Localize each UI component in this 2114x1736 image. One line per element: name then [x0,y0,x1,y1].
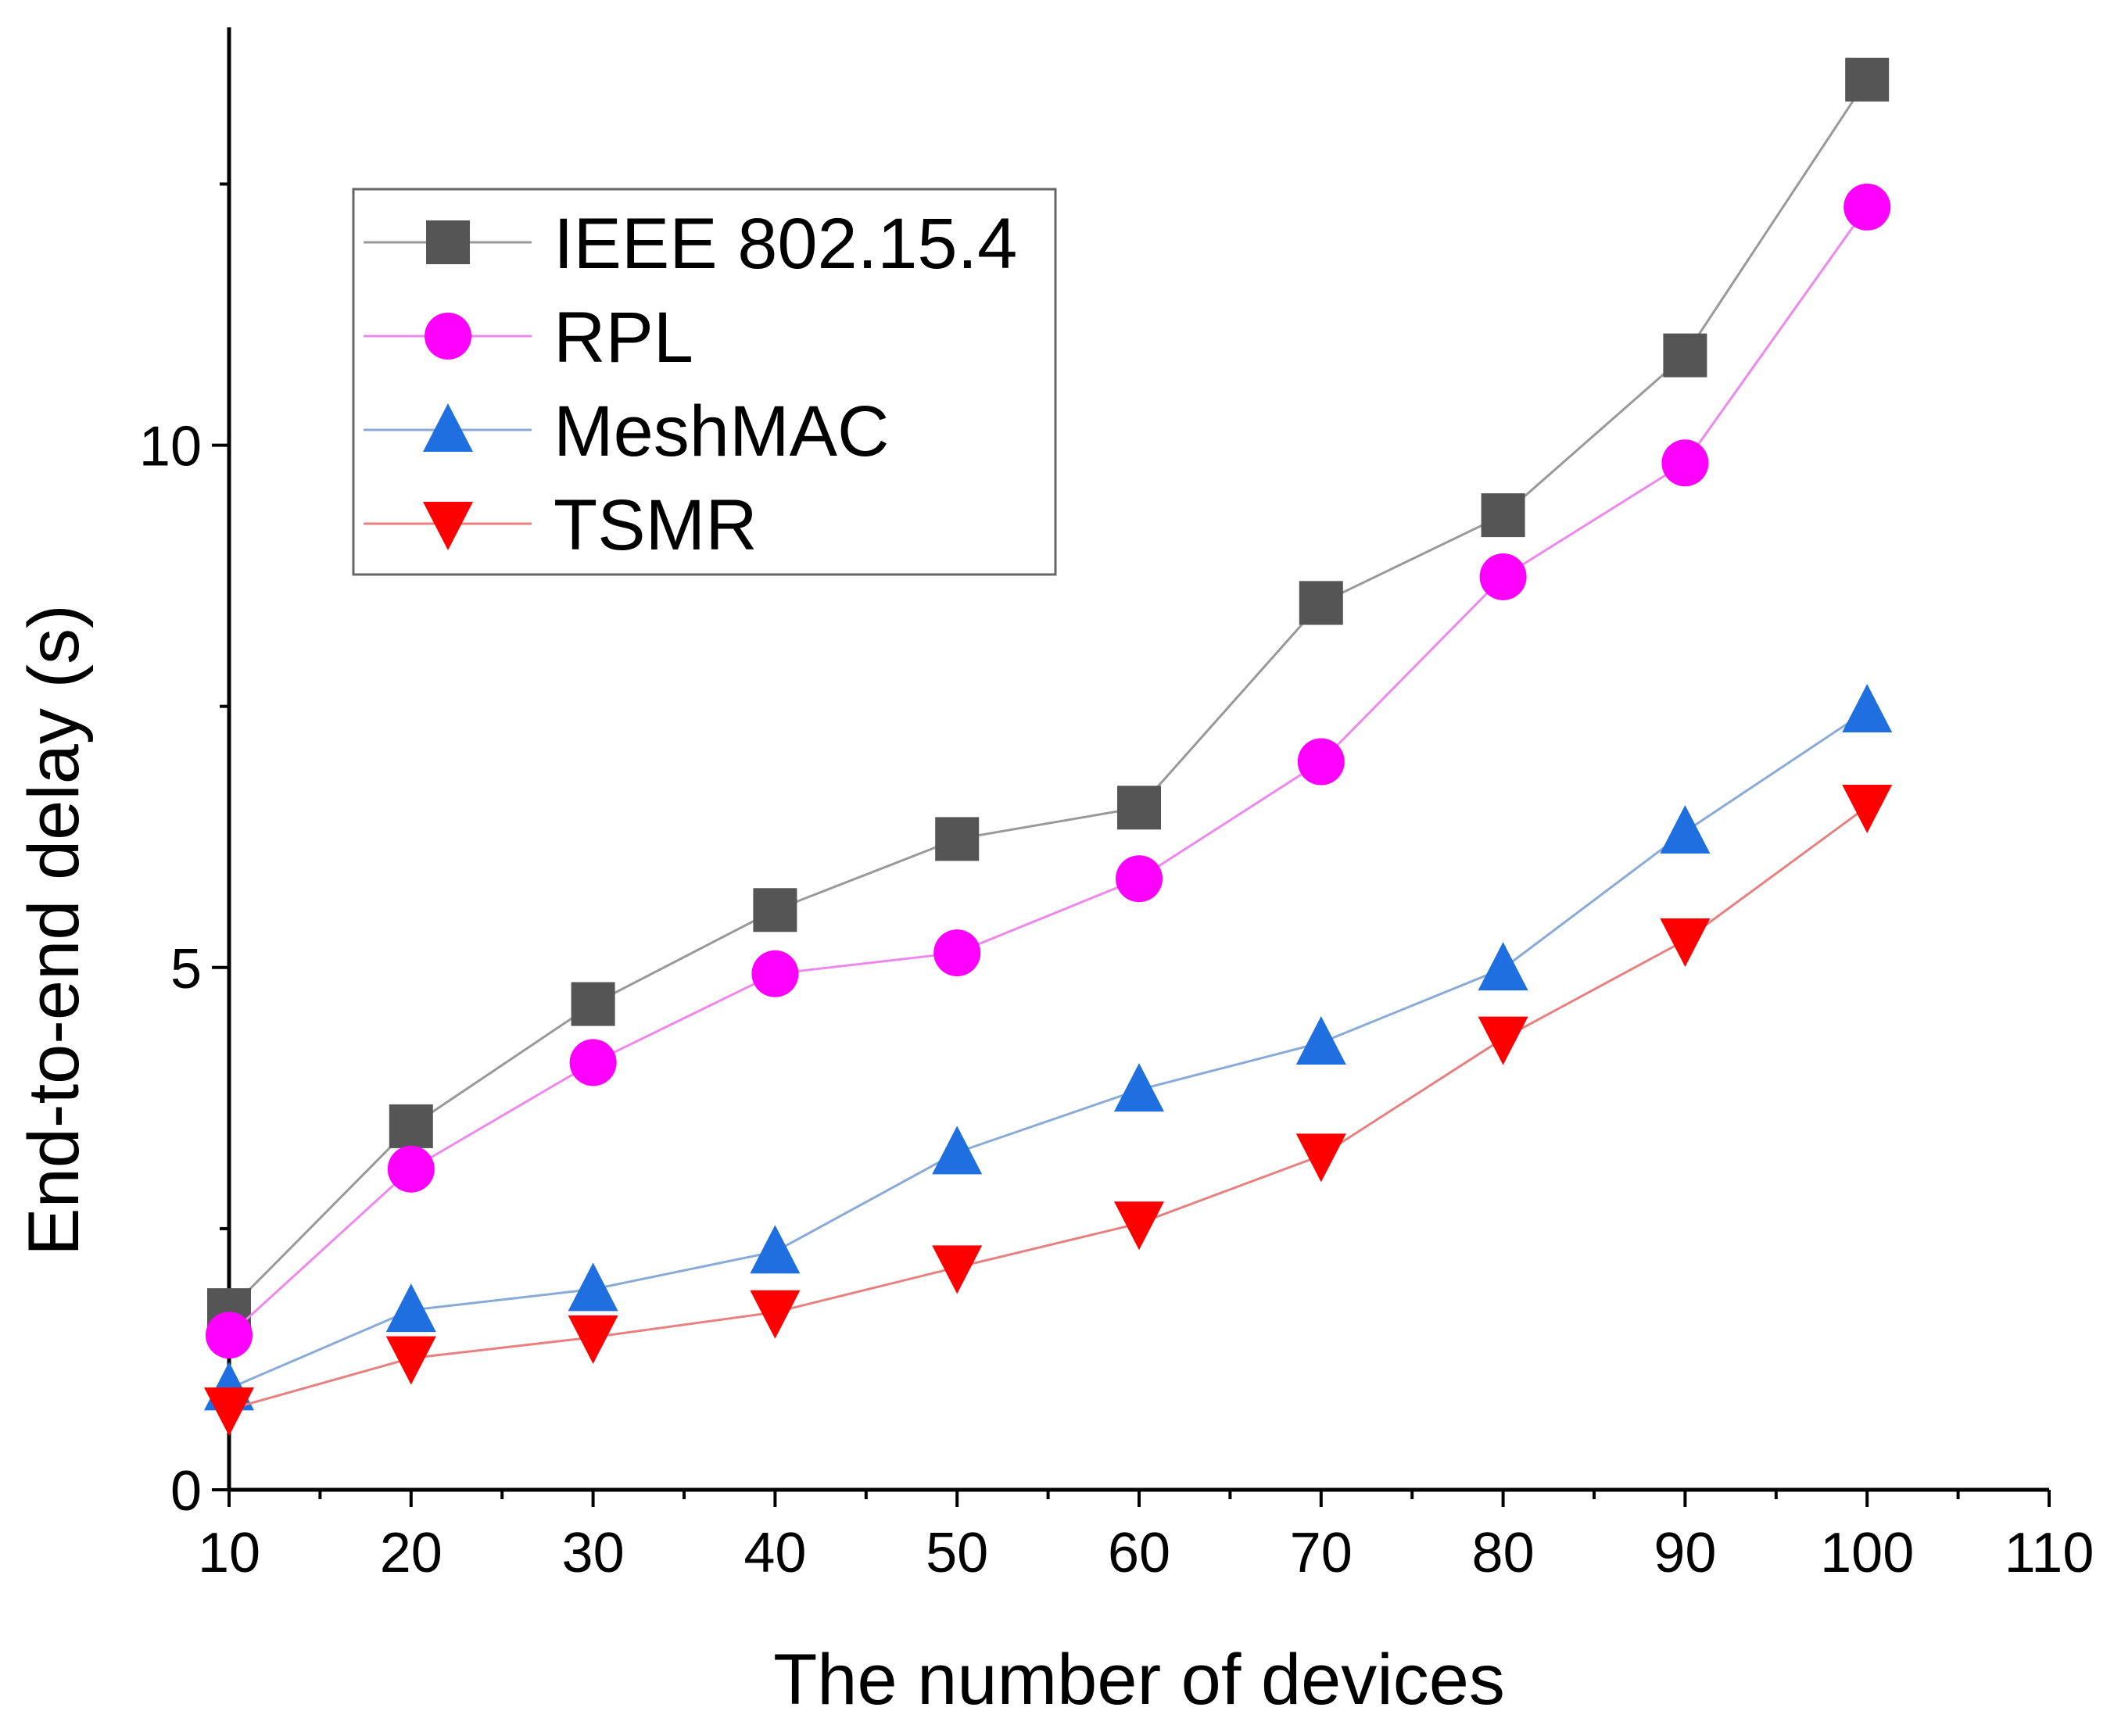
x-tick-label: 100 [1820,1522,1914,1584]
data-point [1843,183,1891,231]
data-point [204,1387,254,1437]
series-tsmr [204,784,1893,1437]
data-point [1295,1133,1346,1183]
data-point [1663,333,1707,378]
x-tick-label: 40 [743,1522,806,1584]
data-point [568,1262,618,1312]
data-point [569,1039,617,1086]
x-tick-label: 80 [1472,1522,1535,1584]
series-meshmac [204,684,1893,1411]
series-lines [204,57,1893,1437]
data-point [933,929,981,977]
data-point [1295,1016,1346,1065]
axes: 10 20 30 40 50 60 70 80 90 100 110 0 5 10 [139,27,2094,1584]
x-tick-label: 20 [380,1522,443,1584]
data-point [932,1126,983,1175]
legend-marker [423,403,473,452]
data-point [1481,493,1525,538]
legend: IEEE 802.15.4 RPL MeshMAC TSMR [352,188,1057,576]
series-line [228,78,1869,1312]
data-point [1660,805,1711,854]
legend-label: MeshMAC [554,392,889,471]
data-point [389,1104,433,1148]
legend-label: IEEE 802.15.4 [554,204,1017,284]
series-line [228,709,1869,1390]
x-tick-label: 10 [198,1522,260,1584]
legend-item: MeshMAC [364,392,889,471]
legend-marker [423,502,473,550]
data-point [571,982,615,1026]
data-point [568,1315,618,1364]
data-point [1845,57,1890,102]
data-point [751,950,799,997]
y-tick-label: 10 [139,416,202,478]
data-point [1297,738,1345,786]
legend-box [352,188,1057,576]
data-point [753,888,797,932]
legend-item: TSMR [364,485,758,565]
data-point [1479,553,1527,600]
data-point [1299,581,1343,625]
legend-marker [425,313,471,360]
data-point [1114,1201,1164,1251]
legend-label: TSMR [554,485,758,565]
x-tick-label: 60 [1108,1522,1170,1584]
legend-item: IEEE 802.15.4 [364,204,1017,284]
x-tick-label: 30 [562,1522,625,1584]
data-point [1478,942,1528,991]
data-point [1842,784,1893,833]
data-point [385,1336,436,1385]
series-rpl [206,183,1891,1359]
data-point [206,1312,253,1359]
data-point [1478,1016,1528,1065]
data-point [1116,855,1163,903]
data-point [1117,786,1161,830]
data-point [935,817,980,861]
data-point [932,1245,983,1294]
x-tick-label: 110 [2005,1522,2094,1584]
series-ieee-802-15-4 [207,57,1890,1333]
y-tick-label: 0 [170,1460,202,1523]
y-axis-label: End-to-end delay (s) [14,604,94,1256]
series-line [228,206,1869,1337]
x-tick-label: 90 [1654,1522,1716,1584]
legend-item: RPL [364,298,693,378]
x-axis-label: The number of devices [773,1640,1505,1720]
data-point [750,1225,801,1274]
data-point [750,1290,801,1339]
data-point [387,1145,435,1193]
legend-label: RPL [554,298,693,378]
y-tick-label: 5 [170,938,202,1000]
x-tick-label: 50 [926,1522,988,1584]
data-point [1842,684,1893,733]
data-point [1661,439,1709,487]
data-point [1660,918,1711,968]
x-tick-label: 70 [1290,1522,1353,1584]
legend-marker [426,220,470,264]
series-line [228,805,1869,1411]
data-point [385,1283,436,1333]
data-point [1114,1063,1164,1112]
